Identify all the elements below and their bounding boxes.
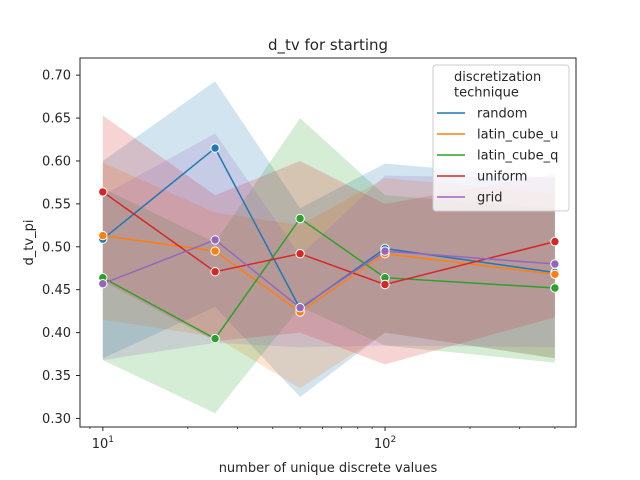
point-grid-3: [380, 246, 390, 256]
y-tick-label: 0.60: [42, 154, 71, 169]
ci-band-latin_cube_u: [102, 162, 555, 389]
chart-title: d_tv for starting: [268, 36, 388, 55]
x-axis-ticks: 101 102: [89, 427, 556, 452]
y-axis-ticks: 0.30 0.35 0.40 0.45 0.50 0.55 0.60 0.65 0.70: [42, 69, 80, 427]
legend-label-latin_cube_q: latin_cube_q: [477, 149, 558, 164]
y-axis-label: d_tv_pi: [22, 220, 37, 266]
point-random-1: [210, 143, 220, 153]
legend-box: [432, 64, 570, 212]
point-uniform-3: [380, 279, 390, 290]
x-tick-label: 101: [92, 435, 114, 452]
y-tick-label: 0.40: [42, 326, 71, 341]
y-tick-label: 0.65: [42, 112, 71, 127]
y-tick-label: 0.50: [42, 240, 71, 255]
point-latin_cube_q-1: [210, 333, 220, 344]
legend-label-latin_cube_u: latin_cube_u: [477, 128, 558, 143]
point-grid-0: [98, 279, 108, 289]
point-latin_cube_u-4: [550, 269, 560, 279]
point-grid-4: [550, 259, 560, 269]
x-tick-label: 102: [374, 435, 396, 452]
point-latin_cube_q-4: [550, 283, 560, 293]
y-tick-label: 0.70: [42, 69, 71, 84]
point-grid-1: [210, 235, 220, 245]
point-uniform-2: [295, 249, 305, 259]
y-tick-label: 0.45: [42, 283, 71, 298]
y-tick-label: 0.35: [42, 369, 71, 384]
legend-label-grid: grid: [477, 191, 502, 206]
legend-title: discretization: [454, 70, 541, 85]
plot-frame: [79, 57, 577, 428]
point-latin_cube_q-2: [295, 213, 305, 224]
point-latin_cube_u-0: [98, 230, 108, 241]
x-axis-label: number of unique discrete values: [219, 461, 438, 476]
data-points: [98, 143, 560, 344]
y-tick-label: 0.30: [42, 412, 71, 427]
point-latin_cube_u-1: [210, 246, 220, 256]
point-uniform-4: [550, 236, 560, 247]
y-tick-label: 0.55: [42, 197, 71, 212]
ci-band-uniform: [102, 115, 555, 365]
legend-title: technique: [454, 86, 519, 101]
legend-label-random: random: [477, 107, 527, 122]
legend-label-uniform: uniform: [477, 170, 527, 185]
point-uniform-0: [98, 187, 108, 197]
point-grid-2: [295, 303, 305, 313]
point-uniform-1: [210, 267, 220, 277]
